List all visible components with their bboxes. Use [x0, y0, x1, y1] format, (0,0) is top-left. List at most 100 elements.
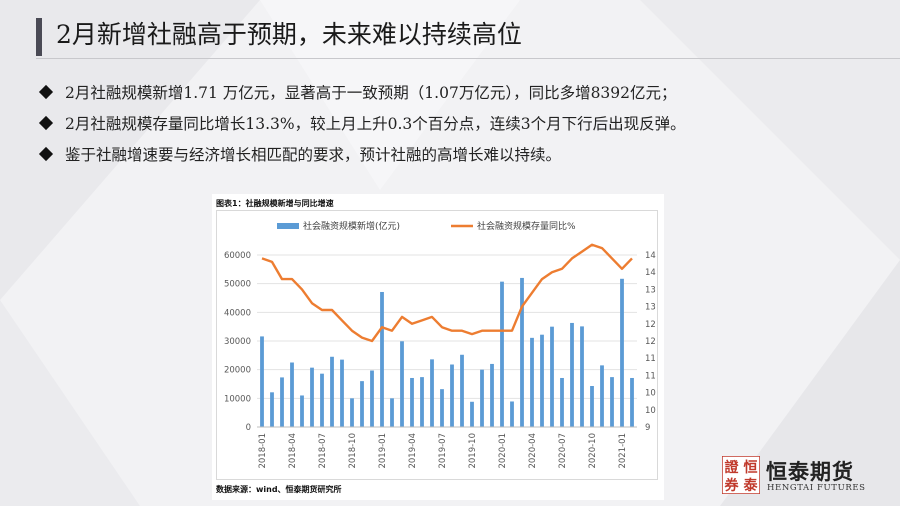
- legend-bar-label: 社会融资规模新增(亿元): [303, 220, 400, 232]
- bar: [510, 401, 514, 427]
- bullet-text: 2月社融规模存量同比增长13.3%，较上月上升0.3个百分点，连续3个月下行后出…: [65, 114, 686, 133]
- y-left-tick-label: 30000: [224, 337, 251, 347]
- diamond-bullet-icon: [38, 146, 54, 161]
- bullet-text: 鉴于社融增速要与经济增长相匹配的要求，预计社融的高增长难以持续。: [65, 145, 562, 164]
- bar: [580, 326, 584, 427]
- line-series: [261, 243, 633, 343]
- bar: [630, 377, 634, 427]
- bar: [420, 377, 424, 427]
- diamond-bullet-icon: [38, 115, 54, 130]
- chart-frame: 社会融资规模新增(亿元) 社会融资规模存量同比% 0 10000 20000 3000…: [216, 210, 658, 480]
- y-left-tick-label: 20000: [224, 366, 251, 376]
- bar: [370, 370, 374, 427]
- title-accent-bar: [36, 18, 42, 56]
- x-tick-label: 2018-07: [318, 433, 328, 469]
- bar: [440, 389, 444, 427]
- svg-text:券: 券: [725, 477, 740, 494]
- y-right-tick-label: 14: [645, 251, 656, 261]
- x-tick-label: 2020-01: [498, 433, 508, 469]
- brand-name-cn: 恒泰期货: [766, 460, 854, 484]
- bullet-item: 鉴于社融增速要与经济增长相匹配的要求，预计社融的高增长难以持续。: [38, 138, 868, 169]
- x-tick-label: 2019-01: [378, 433, 388, 469]
- bar: [350, 398, 354, 427]
- combo-chart: 社会融资规模新增(亿元) 社会融资规模存量同比% 0 10000 20000 3000…: [224, 220, 656, 469]
- svg-text:證: 證: [725, 459, 740, 476]
- bar: [540, 334, 544, 427]
- bar: [270, 392, 274, 427]
- legend-bar-swatch: [277, 223, 299, 229]
- y-left-tick-label: 0: [246, 423, 251, 433]
- bullet-item: 2月社融规模新增1.71 万亿元，显著高于一致预期（1.07万亿元），同比多增8…: [38, 76, 868, 107]
- y-right-tick-label: 13: [645, 285, 656, 295]
- bullet-item: 2月社融规模存量同比增长13.3%，较上月上升0.3个百分点，连续3个月下行后出…: [38, 107, 868, 138]
- y-left-tick-label: 40000: [224, 308, 251, 318]
- bar: [480, 369, 484, 427]
- y-right-tick-label: 10: [645, 406, 656, 416]
- x-tick-label: 2019-10: [468, 433, 478, 469]
- bullet-list: 2月社融规模新增1.71 万亿元，显著高于一致预期（1.07万亿元），同比多增8…: [38, 76, 868, 169]
- bar: [280, 377, 284, 427]
- bar: [550, 326, 554, 427]
- bar: [520, 277, 524, 427]
- bar: [530, 337, 534, 427]
- chart-source: 数据来源：wind、恒泰期货研究所: [216, 485, 342, 494]
- bar: [610, 377, 614, 427]
- y-right-tick-label: 12: [645, 337, 656, 347]
- x-tick-label: 2020-10: [588, 433, 598, 469]
- bar: [490, 363, 494, 427]
- diamond-bullet-icon: [38, 84, 54, 99]
- bar: [570, 322, 574, 427]
- y-right-tick-label: 14: [645, 268, 656, 278]
- bar: [320, 373, 324, 427]
- bar: [430, 359, 434, 427]
- x-tick-label: 2021-01: [618, 433, 628, 469]
- chart-panel: 图表1：社融规模新增与同比增速 社会融资规模新增(亿元) 社会融资规模存量同比%…: [212, 194, 664, 500]
- legend-line-label: 社会融资规模存量同比%: [477, 220, 576, 232]
- y-left-tick-label: 50000: [224, 280, 251, 290]
- y-right-tick-label: 9: [645, 423, 650, 433]
- y-right-tick-label: 12: [645, 320, 656, 330]
- bar: [390, 398, 394, 427]
- gridlines: [257, 254, 637, 399]
- chart-caption: 图表1：社融规模新增与同比增速: [216, 199, 334, 208]
- bar: [410, 377, 414, 427]
- slide-title: 2月新增社融高于预期，未来难以持续高位: [56, 20, 522, 49]
- bar: [290, 362, 294, 427]
- bar: [260, 336, 264, 427]
- y-axis-left: 0 10000 20000 30000 40000 50000 60000: [224, 251, 251, 433]
- x-tick-label: 2018-01: [258, 433, 268, 469]
- svg-text:泰: 泰: [743, 477, 759, 494]
- bullet-text: 2月社融规模新增1.71 万亿元，显著高于一致预期（1.07万亿元），同比多增8…: [65, 83, 677, 102]
- x-tick-label: 2018-10: [348, 433, 358, 469]
- bar: [330, 356, 334, 427]
- y-right-tick-label: 11: [645, 354, 656, 364]
- bar: [360, 381, 364, 427]
- y-right-tick-label: 10: [645, 389, 656, 399]
- brand-name-en: HENGTAI FUTURES: [767, 483, 866, 493]
- x-axis: 2018-01 2018-04 2018-07 2018-10 2019-01 2019-…: [258, 433, 628, 469]
- x-tick-label: 2020-04: [528, 433, 538, 469]
- y-right-tick-label: 13: [645, 303, 656, 313]
- chart-legend: 社会融资规模新增(亿元) 社会融资规模存量同比%: [277, 220, 576, 232]
- bar: [450, 364, 454, 427]
- bar: [500, 281, 504, 427]
- y-axis-right: 9 10 10 11 11 12 12 13 13 14 14: [645, 251, 656, 433]
- company-logo: 證 恒 券 泰: [722, 456, 760, 494]
- title-divider: [36, 58, 900, 59]
- bar: [310, 367, 314, 427]
- bar: [300, 395, 304, 427]
- x-tick-label: 2019-04: [408, 433, 418, 469]
- x-tick-label: 2018-04: [288, 433, 298, 469]
- y-right-tick-label: 11: [645, 371, 656, 381]
- bar: [470, 401, 474, 427]
- bar: [340, 359, 344, 427]
- bar: [560, 377, 564, 427]
- bar: [460, 354, 464, 427]
- bar: [400, 341, 404, 427]
- y-left-tick-label: 60000: [224, 251, 251, 261]
- x-tick-label: 2019-07: [438, 433, 448, 469]
- bar: [380, 291, 384, 427]
- bar-series: [260, 277, 634, 427]
- y-left-tick-label: 10000: [224, 394, 251, 404]
